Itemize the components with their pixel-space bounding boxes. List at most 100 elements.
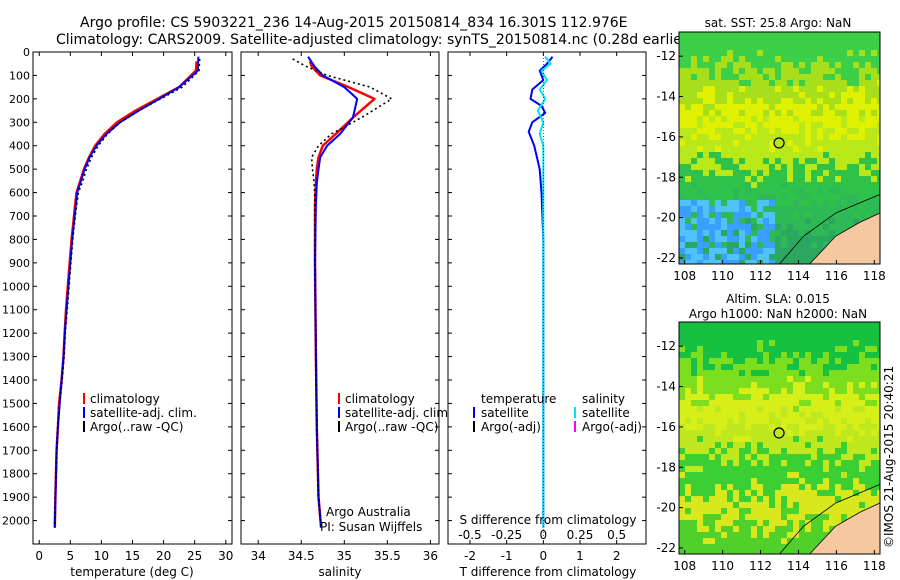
- map-cell: [811, 430, 817, 436]
- map-cell: [709, 538, 715, 544]
- map-cell: [679, 38, 685, 44]
- map-cell: [745, 424, 751, 430]
- map-cell: [697, 260, 703, 264]
- map-cell: [709, 140, 715, 146]
- map-cell: [721, 394, 727, 400]
- map-cell: [733, 212, 739, 218]
- map-cell: [715, 92, 721, 98]
- map-cell: [685, 122, 691, 128]
- map-cell: [715, 116, 721, 122]
- map-cell: [775, 116, 781, 122]
- map-cell: [829, 194, 835, 200]
- map-cell: [817, 406, 823, 412]
- map-cell: [691, 80, 697, 86]
- map-cell: [733, 50, 739, 56]
- map-cell: [769, 340, 775, 346]
- map-cell: [793, 520, 799, 526]
- temperature-plot-frame: [32, 51, 233, 545]
- map-cell: [847, 44, 853, 50]
- map-cell: [727, 418, 733, 424]
- map-cell: [709, 116, 715, 122]
- map-cell: [751, 74, 757, 80]
- map-cell: [793, 104, 799, 110]
- map-cell: [817, 484, 823, 490]
- map-cell: [751, 218, 757, 224]
- map-cell: [763, 382, 769, 388]
- map-cell: [721, 508, 727, 514]
- map-cell: [859, 68, 865, 74]
- map-cell: [739, 254, 745, 260]
- map-cell: [709, 212, 715, 218]
- map-cell: [835, 104, 841, 110]
- map-cell: [781, 62, 787, 68]
- map-cell: [745, 388, 751, 394]
- map-cell: [841, 502, 847, 508]
- map-cell: [865, 134, 871, 140]
- map-cell: [739, 418, 745, 424]
- map-cell: [793, 176, 799, 182]
- map-cell: [805, 242, 811, 248]
- map-cell: [805, 122, 811, 128]
- map-cell: [745, 322, 751, 328]
- map-cell: [727, 460, 733, 466]
- map-cell: [835, 472, 841, 478]
- map-cell: [787, 116, 793, 122]
- map-cell: [745, 44, 751, 50]
- annotation-pi: PI: Susan Wijffels: [320, 520, 422, 534]
- map-cell: [721, 134, 727, 140]
- map-cell: [769, 242, 775, 248]
- map-cell: [715, 436, 721, 442]
- map-cell: [721, 400, 727, 406]
- map-cell: [847, 158, 853, 164]
- map-cell: [781, 182, 787, 188]
- map-cell: [781, 514, 787, 520]
- map-cell: [787, 230, 793, 236]
- map-cell: [859, 92, 865, 98]
- map-cell: [739, 436, 745, 442]
- x-tick-label: -2: [464, 549, 476, 563]
- map-cell: [733, 188, 739, 194]
- map-cell: [763, 328, 769, 334]
- map-cell: [799, 128, 805, 134]
- map-cell: [679, 164, 685, 170]
- map-cell: [691, 514, 697, 520]
- map-cell: [793, 230, 799, 236]
- map-cell: [829, 502, 835, 508]
- map-cell: [745, 32, 751, 38]
- map-cell: [679, 478, 685, 484]
- map-cell: [697, 38, 703, 44]
- map-cell: [715, 514, 721, 520]
- map-cell: [817, 212, 823, 218]
- map-cell: [865, 170, 871, 176]
- map-cell: [781, 532, 787, 538]
- map-cell: [829, 346, 835, 352]
- map-cell: [853, 508, 859, 514]
- map-cell: [811, 176, 817, 182]
- series-line: [536, 56, 552, 528]
- map-cell: [841, 448, 847, 454]
- map-cell: [679, 502, 685, 508]
- map-cell: [841, 364, 847, 370]
- map-cell: [811, 508, 817, 514]
- map-cell: [703, 128, 709, 134]
- map-cell: [733, 224, 739, 230]
- map-cell: [733, 340, 739, 346]
- y-tick-label: 100: [9, 69, 30, 82]
- map-cell: [727, 394, 733, 400]
- lon-tick-label: 112: [749, 559, 772, 573]
- map-cell: [757, 206, 763, 212]
- map-cell: [853, 200, 859, 206]
- map-cell: [751, 56, 757, 62]
- map-cell: [691, 68, 697, 74]
- map-cell: [847, 50, 853, 56]
- map-cell: [817, 32, 823, 38]
- map-cell: [703, 370, 709, 376]
- map-cell: [781, 442, 787, 448]
- map-cell: [787, 104, 793, 110]
- map-cell: [733, 122, 739, 128]
- map-cell: [769, 56, 775, 62]
- map-cell: [691, 472, 697, 478]
- map-cell: [697, 188, 703, 194]
- lon-tick-label: 116: [825, 269, 848, 283]
